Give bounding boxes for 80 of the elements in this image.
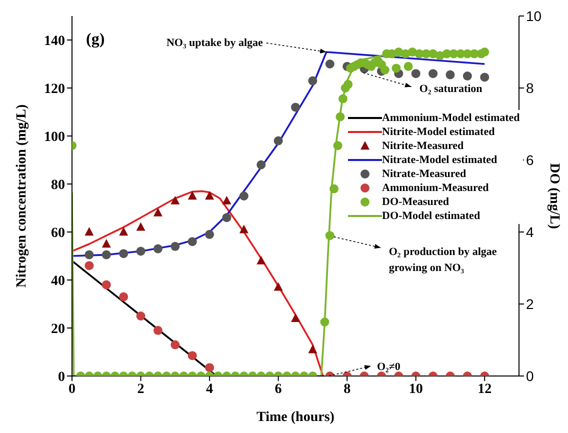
x-tick-label: 10 — [408, 382, 423, 397]
point — [84, 227, 94, 236]
point — [170, 340, 180, 350]
legend-label: DO-Model estimated — [382, 209, 480, 223]
point — [84, 261, 94, 270]
point — [308, 76, 318, 86]
point — [308, 344, 318, 354]
point — [84, 250, 94, 260]
point — [153, 326, 162, 335]
point — [188, 351, 197, 360]
y2-axis-title: DO (mg/L) — [546, 163, 562, 230]
point — [205, 191, 214, 200]
y-tick-label: 60 — [51, 226, 65, 241]
legend-label: Ammonium-Model estimated — [382, 111, 520, 125]
x-axis-title: Time (hours) — [256, 410, 335, 425]
point — [291, 102, 300, 112]
legend-label: Nitrate-Model estimated — [382, 153, 498, 167]
legend-label: Ammonium-Measured — [382, 181, 489, 195]
point — [222, 196, 232, 204]
legend-label: Nitrite-Model estimated — [382, 125, 495, 139]
point — [274, 136, 283, 146]
point — [205, 363, 214, 372]
point — [102, 250, 111, 260]
point — [239, 224, 248, 234]
point — [205, 230, 214, 239]
point — [239, 192, 248, 200]
y-tick-label: 140 — [44, 34, 65, 49]
legend-label: Nitrate-Measured — [382, 167, 466, 181]
x-tick-label: 12 — [478, 382, 492, 397]
point — [411, 69, 420, 78]
y2-tick-label: 4 — [526, 224, 534, 240]
point — [256, 256, 266, 264]
y2-tick-label: 6 — [526, 152, 534, 168]
legend-label: DO-Measured — [382, 195, 450, 209]
point — [102, 280, 111, 290]
y2-tick-label: 8 — [526, 80, 534, 96]
text: (g) — [86, 31, 105, 48]
point — [188, 237, 197, 246]
point — [222, 213, 232, 222]
point — [462, 72, 472, 80]
point — [136, 222, 146, 231]
x-tick-label: 4 — [206, 382, 214, 397]
x-tick-label: 0 — [68, 382, 76, 397]
point — [291, 313, 300, 322]
y-tick-label: 0 — [58, 370, 65, 385]
y-tick-label: 20 — [51, 322, 65, 337]
annotation: O₂≠0 — [377, 361, 401, 373]
point — [446, 70, 455, 80]
point — [170, 196, 180, 204]
annotation: O₂ production by algae growing on NO₃ — [388, 246, 497, 274]
annotation: O₂ saturation — [419, 82, 482, 95]
point — [188, 191, 197, 200]
point — [325, 60, 334, 68]
line-series — [72, 190, 324, 376]
point — [480, 72, 490, 82]
y-tick-label: 120 — [44, 82, 65, 97]
y-tick-label: 100 — [44, 130, 65, 145]
legend-label: Nitrite-Measured — [382, 139, 464, 153]
y-tick-label: 80 — [51, 178, 65, 193]
y-tick-label: 40 — [51, 274, 65, 289]
point — [170, 242, 180, 251]
y2-tick-label: 10 — [526, 8, 542, 24]
x-tick-label: 2 — [137, 382, 144, 397]
y-axis-title: Nitrogen concentration (mg/L) — [14, 104, 30, 288]
point — [274, 282, 283, 291]
annotation: NO₃ uptake by algae — [166, 37, 264, 49]
point — [153, 244, 162, 254]
x-tick-label: 8 — [344, 382, 351, 397]
point — [102, 239, 111, 248]
point — [256, 160, 266, 170]
point — [119, 292, 128, 302]
y2-tick-label: 2 — [526, 296, 534, 312]
point — [119, 249, 128, 258]
point — [136, 246, 146, 256]
point — [119, 227, 128, 236]
point — [136, 312, 146, 320]
point — [428, 69, 438, 78]
x-tick-label: 6 — [274, 382, 282, 397]
y2-tick-label: 0 — [526, 368, 534, 384]
point — [153, 208, 162, 216]
